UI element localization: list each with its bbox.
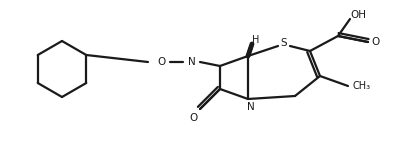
Text: O: O: [189, 113, 197, 123]
Text: N: N: [247, 102, 255, 112]
Text: H: H: [252, 35, 260, 45]
Text: CH₃: CH₃: [353, 81, 371, 91]
Text: O: O: [372, 37, 380, 47]
Text: OH: OH: [350, 10, 366, 20]
Text: S: S: [281, 38, 287, 48]
Text: N: N: [188, 57, 196, 67]
Text: O: O: [158, 57, 166, 67]
